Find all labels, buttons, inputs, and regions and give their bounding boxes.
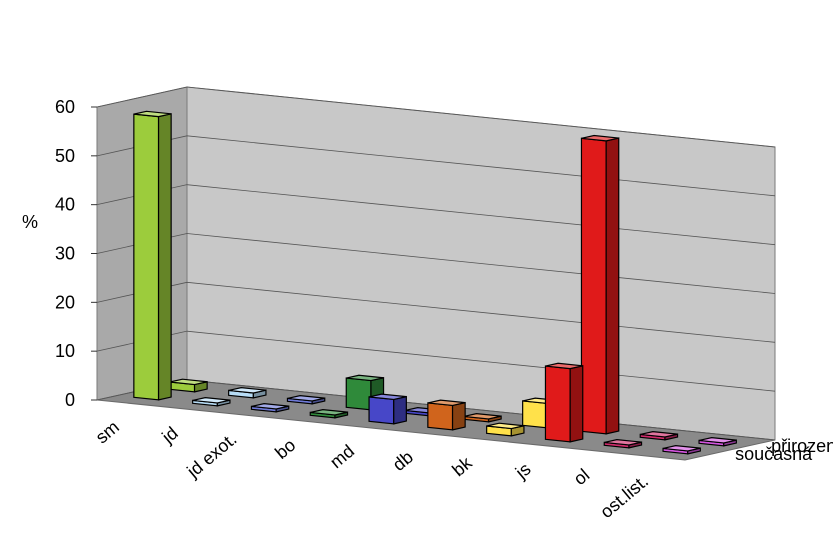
bar-front [522, 400, 548, 429]
bar-front [580, 137, 607, 435]
bar-front [544, 365, 571, 443]
x-tick-label: ost.list. [596, 471, 652, 522]
bar-side [451, 401, 466, 431]
bar-top [640, 431, 678, 438]
bar-top [486, 422, 525, 430]
bar-side [393, 395, 407, 425]
bar-top [427, 399, 466, 407]
bar-top [545, 362, 583, 370]
x-tick-label: jd exot. [182, 429, 240, 482]
y-tick-label: 40 [55, 195, 75, 215]
bar-top [228, 387, 267, 394]
bar-top [192, 397, 231, 404]
x-tick-label: js [511, 459, 535, 483]
bar [286, 395, 326, 405]
bar-front [133, 113, 160, 401]
chart-bars [133, 110, 737, 455]
bar-top [251, 403, 289, 410]
bar-side [157, 113, 172, 401]
bar-front [368, 396, 395, 425]
bar [463, 413, 502, 423]
gridline [96, 184, 776, 246]
x-tick-label: ol [570, 465, 594, 489]
bar [368, 393, 407, 425]
bar [580, 134, 620, 435]
bar [698, 437, 737, 447]
y-axis-label: % [22, 212, 38, 232]
bar-top [346, 374, 384, 382]
bar-top [463, 413, 502, 420]
y-tick-label: 30 [55, 244, 75, 264]
gridline [96, 135, 776, 197]
gridline [96, 233, 776, 294]
bar-top [604, 439, 642, 446]
bar-top [698, 437, 737, 444]
bar [603, 439, 643, 449]
x-tick-label: sm [92, 417, 123, 448]
bar [228, 387, 267, 399]
gridline [96, 281, 776, 343]
bar-top [310, 409, 348, 416]
x-tick-label: bk [448, 452, 476, 480]
series-label: přirozená [771, 436, 833, 456]
bar [486, 422, 525, 437]
x-tick-label: md [326, 441, 358, 472]
bar [544, 362, 584, 443]
bar-top [662, 445, 701, 452]
bar-front [345, 377, 372, 411]
bar-top [368, 393, 407, 401]
y-tick-label: 50 [55, 146, 75, 166]
bar-front [427, 402, 454, 431]
bar [133, 110, 172, 401]
gridline [96, 86, 776, 148]
x-tick-label: bo [271, 435, 299, 463]
bar-top [581, 134, 619, 142]
bar-side [569, 365, 584, 443]
bar [169, 378, 208, 393]
y-tick-label: 0 [65, 390, 75, 410]
bar-top [287, 395, 325, 402]
bar-top [169, 378, 208, 386]
y-tick-label: 60 [55, 97, 75, 117]
bar [639, 431, 679, 441]
bar [662, 445, 701, 455]
series-label: současná [735, 444, 813, 464]
bar [427, 399, 466, 431]
bar-top [133, 110, 172, 118]
bar [192, 397, 231, 407]
y-tick-label: 10 [55, 341, 75, 361]
bar [309, 409, 349, 419]
bar [250, 403, 290, 413]
y-tick-label: 20 [55, 292, 75, 312]
x-tick-label: db [389, 447, 417, 475]
bar-side [605, 137, 620, 435]
x-tick-label: jd [157, 423, 181, 448]
